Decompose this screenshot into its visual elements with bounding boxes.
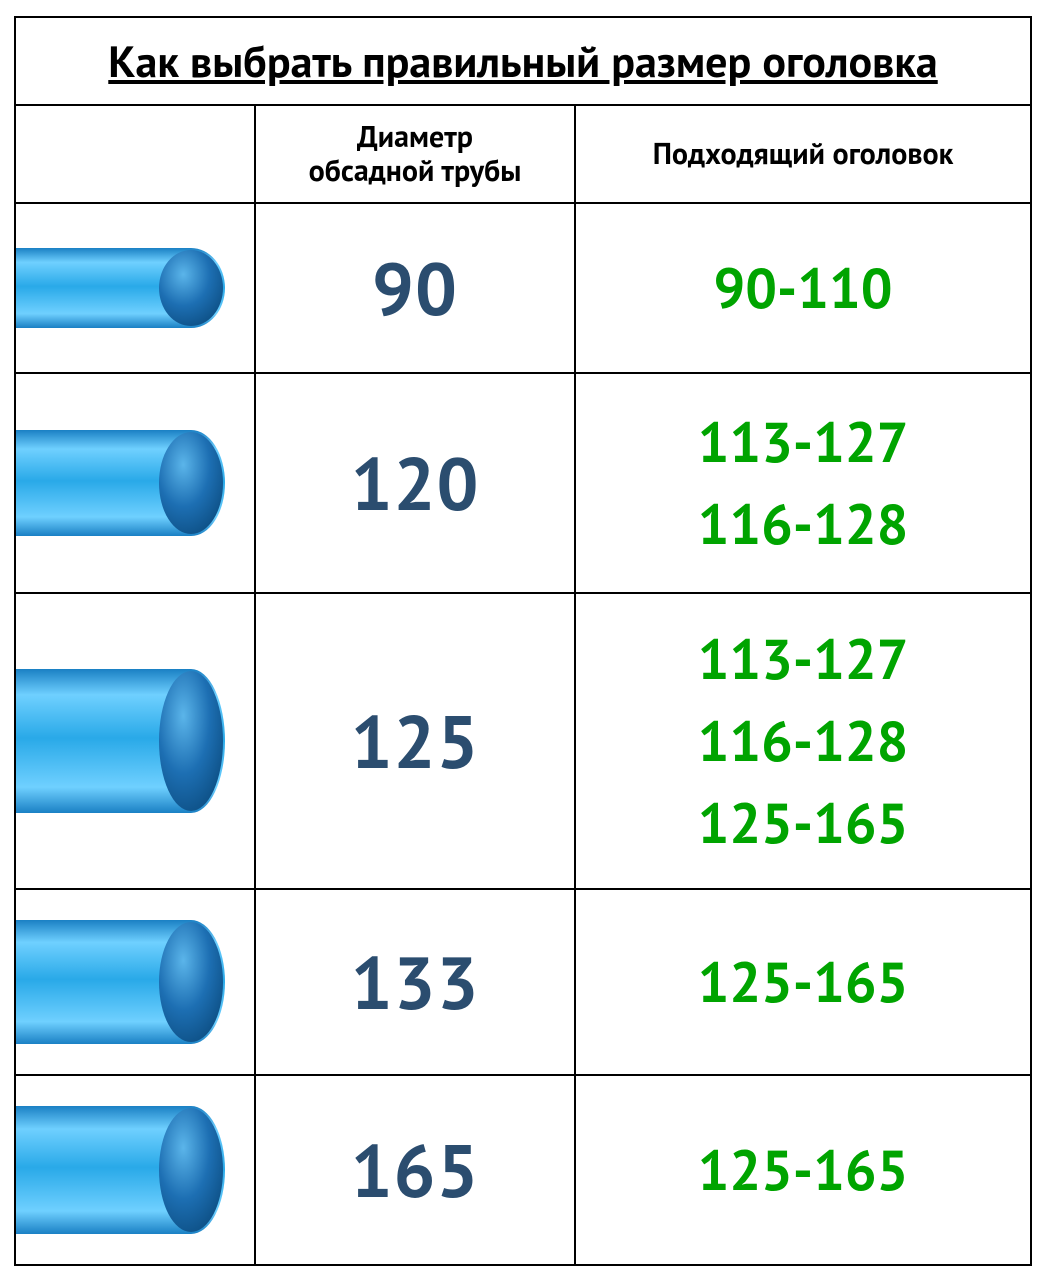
- header-diameter-line1: Диаметр: [256, 120, 574, 155]
- pipe-cell: [15, 889, 255, 1075]
- page-title: Как выбрать правильный размер оголовка: [108, 33, 937, 90]
- pipe-wrap: [16, 374, 254, 592]
- fit-stack: 125-165: [576, 947, 1030, 1017]
- pipe-cell: [15, 203, 255, 373]
- fit-cell: 125-165: [575, 1075, 1031, 1265]
- fit-cell: 90-110: [575, 203, 1031, 373]
- header-diameter-line2: обсадной трубы: [256, 154, 574, 189]
- header-fit: Подходящий оголовок: [575, 105, 1031, 203]
- table-row: 120 113-127 116-128: [15, 373, 1031, 593]
- fit-stack: 113-127 116-128 125-165: [576, 624, 1030, 858]
- title-cell: Как выбрать правильный размер оголовка: [15, 17, 1031, 105]
- fit-value: 116-128: [698, 706, 909, 776]
- title-row: Как выбрать правильный размер оголовка: [15, 17, 1031, 105]
- diameter-cell: 133: [255, 889, 575, 1075]
- fit-cell: 113-127 116-128: [575, 373, 1031, 593]
- fit-value: 116-128: [698, 489, 909, 559]
- pipe-icon: [16, 246, 227, 330]
- fit-stack: 113-127 116-128: [576, 407, 1030, 559]
- table-row: 165 125-165: [15, 1075, 1031, 1265]
- fit-stack: 125-165: [576, 1135, 1030, 1205]
- header-pipe-image: [15, 105, 255, 203]
- pipe-icon: [16, 667, 227, 815]
- diameter-value: 120: [351, 436, 480, 531]
- table-row: 125 113-127 116-128 125-165: [15, 593, 1031, 889]
- pipe-cell: [15, 1075, 255, 1265]
- fit-value: 125-165: [698, 947, 909, 1017]
- diameter-cell: 165: [255, 1075, 575, 1265]
- pipe-wrap: [16, 1076, 254, 1264]
- diameter-cell: 125: [255, 593, 575, 889]
- pipe-cell: [15, 373, 255, 593]
- table-row: 90 90-110: [15, 203, 1031, 373]
- pipe-cell: [15, 593, 255, 889]
- diameter-value: 125: [351, 694, 480, 789]
- page: Как выбрать правильный размер оголовка Д…: [0, 0, 1044, 1280]
- fit-cell: 113-127 116-128 125-165: [575, 593, 1031, 889]
- diameter-value: 133: [351, 935, 480, 1030]
- fit-value: 90-110: [714, 253, 893, 323]
- pipe-wrap: [16, 594, 254, 888]
- pipe-icon: [16, 428, 227, 538]
- fit-cell: 125-165: [575, 889, 1031, 1075]
- fit-value: 125-165: [698, 788, 909, 858]
- fit-value: 113-127: [698, 407, 909, 477]
- diameter-value: 165: [351, 1123, 480, 1218]
- diameter-cell: 90: [255, 203, 575, 373]
- diameter-value: 90: [372, 241, 458, 336]
- pipe-icon: [16, 918, 227, 1046]
- header-fit-label: Подходящий оголовок: [653, 134, 954, 173]
- header-diameter: Диаметр обсадной трубы: [255, 105, 575, 203]
- header-row: Диаметр обсадной трубы Подходящий оголов…: [15, 105, 1031, 203]
- pipe-icon: [16, 1104, 227, 1236]
- pipe-wrap: [16, 204, 254, 372]
- size-table: Как выбрать правильный размер оголовка Д…: [14, 16, 1032, 1266]
- fit-value: 113-127: [698, 624, 909, 694]
- fit-value: 125-165: [698, 1135, 909, 1205]
- table-row: 133 125-165: [15, 889, 1031, 1075]
- fit-stack: 90-110: [576, 253, 1030, 323]
- diameter-cell: 120: [255, 373, 575, 593]
- pipe-wrap: [16, 890, 254, 1074]
